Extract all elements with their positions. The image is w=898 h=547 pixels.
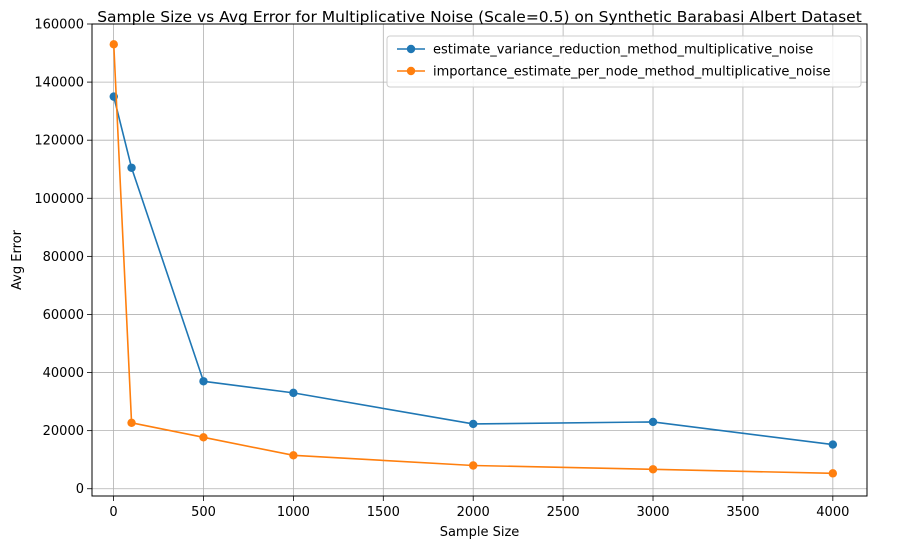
y-axis-label: Avg Error [10,229,25,290]
y-tick-label: 40000 [43,366,84,381]
y-tick-label: 60000 [43,308,84,323]
y-tick-label: 20000 [43,424,84,439]
x-tick-label: 0 [109,505,117,520]
data-point [127,418,136,428]
legend-marker [406,66,416,76]
data-point [828,469,838,478]
x-tick-label: 3500 [726,505,759,520]
data-point [199,377,208,386]
data-point [109,40,118,49]
ticks: 0 500 1000 1500 2000 2500 3000 3500 400002000040… [34,18,849,521]
data-point [127,163,136,172]
data-point [199,433,208,442]
legend-entry: importance_estimate_per_node_method_mult… [397,65,831,80]
series-2 [109,40,838,478]
y-tick-label: 140000 [34,76,84,91]
data-point [648,465,658,474]
legend-box [386,35,862,88]
y-tick-label: 80000 [43,250,84,265]
legend-label: estimate_variance_reduction_method_multi… [433,43,813,58]
chart-title: Sample Size vs Avg Error for Multiplicat… [97,8,862,26]
y-tick-label: 100000 [34,192,84,207]
x-axis-label: Sample Size [440,525,520,540]
legend-marker [406,44,416,54]
data-point [469,461,478,470]
y-tick-label: 0 [76,482,84,497]
series-1 [109,92,838,449]
plot-frame [91,23,868,497]
data-point [648,417,658,427]
legend-entry: estimate_variance_reduction_method_multi… [397,43,813,58]
data-point [828,440,838,449]
x-tick-label: 2500 [547,505,580,520]
grid [92,23,867,496]
series-layer [109,40,838,478]
data-point [289,388,298,398]
y-tick-label: 120000 [34,134,84,149]
x-tick-label: 1000 [277,505,310,520]
x-tick-label: 1500 [367,505,400,520]
legend: estimate_variance_reduction_method_multi… [386,35,862,88]
x-tick-label: 4000 [816,505,849,520]
y-tick-label: 160000 [34,18,84,33]
data-point [469,419,478,429]
x-tick-label: 500 [191,505,216,520]
x-tick-label: 3000 [636,505,669,520]
x-tick-label: 2000 [457,505,490,520]
data-point [289,451,298,460]
legend-label: importance_estimate_per_node_method_mult… [433,65,831,80]
